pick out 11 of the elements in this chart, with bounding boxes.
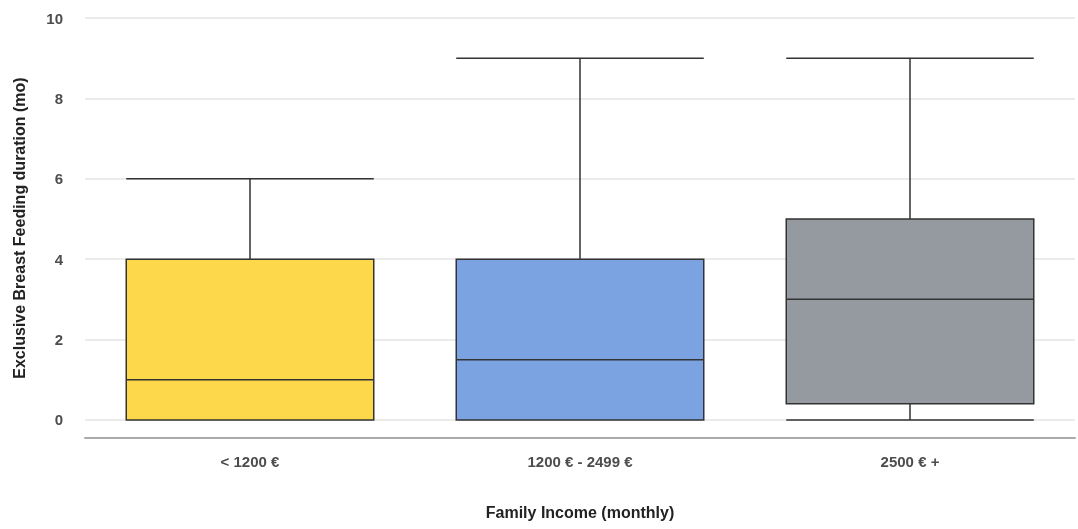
y-axis-title: Exclusive Breast Feeding duration (mo) — [10, 77, 28, 379]
x-tick-label: < 1200 € — [220, 453, 281, 470]
y-tick-label: 10 — [46, 9, 63, 27]
x-tick-label: 2500 € + — [880, 453, 940, 470]
x-tick-label: 1200 € - 2499 € — [527, 453, 634, 470]
y-tick-label: 4 — [54, 250, 64, 268]
y-tick-label: 0 — [54, 411, 63, 429]
y-tick-label: 8 — [54, 89, 63, 107]
y-tick-label: 2 — [54, 331, 63, 349]
y-tick-label: 6 — [54, 170, 63, 188]
x-axis-title: Family Income (monthly) — [485, 503, 675, 521]
